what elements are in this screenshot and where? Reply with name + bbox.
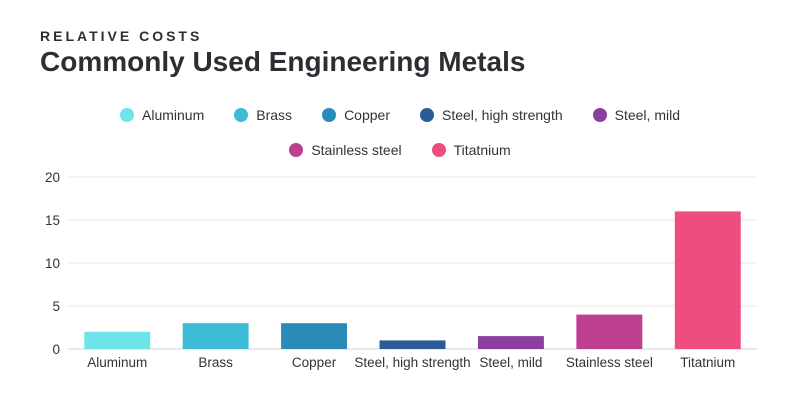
legend-item-copper[interactable]: Copper [322, 107, 390, 123]
bar-brass [182, 323, 249, 349]
bar-titatnium [674, 211, 741, 349]
legend-row-1: Aluminum Brass Copper Steel, high streng… [0, 107, 800, 123]
x-tick-label-steel-high-strength: Steel, high strength [354, 355, 470, 370]
legend-swatch-brass [234, 108, 249, 122]
y-tick-label-15: 15 [45, 213, 60, 228]
legend-swatch-copper [322, 108, 337, 122]
bar-copper [281, 323, 348, 349]
legend-label-brass: Brass [256, 107, 293, 123]
legend-swatch-steel-mild [592, 108, 607, 122]
legend-item-brass[interactable]: Brass [234, 107, 292, 123]
x-tick-label-titatnium: Titatnium [680, 355, 735, 370]
bar-steel-high-strength [379, 340, 446, 349]
y-tick-label-0: 0 [52, 342, 60, 357]
legend-label-copper: Copper [344, 107, 390, 123]
legend-label-titatnium: Titatnium [453, 142, 511, 158]
x-tick-label-steel-mild: Steel, mild [479, 355, 542, 370]
bar-steel-mild [477, 336, 544, 349]
bar-aluminum [84, 331, 151, 349]
x-tick-label-stainless-steel: Stainless steel [566, 355, 653, 370]
x-tick-label-copper: Copper [292, 355, 337, 370]
legend-item-aluminum[interactable]: Aluminum [120, 107, 204, 123]
chart-title: Commonly Used Engineering Metals [40, 46, 526, 77]
legend-swatch-aluminum [120, 108, 135, 122]
legend-label-aluminum: Aluminum [142, 107, 205, 123]
legend-swatch-titatnium [431, 143, 446, 157]
legend-label-steel-mild: Steel, mild [614, 107, 680, 123]
y-tick-label-20: 20 [45, 170, 60, 185]
legend-label-stainless-steel: Stainless steel [311, 142, 402, 158]
legend-item-titatnium[interactable]: Titatnium [431, 142, 511, 158]
legend-item-steel-high-strength[interactable]: Steel, high strength [419, 107, 563, 123]
y-tick-label-5: 5 [52, 299, 60, 314]
bar-stainless-steel [576, 314, 643, 349]
legend-label-steel-high-strength: Steel, high strength [441, 107, 563, 123]
x-tick-label-brass: Brass [198, 355, 233, 370]
legend-row-2: Stainless steel Titatnium [0, 142, 800, 158]
legend-swatch-steel-high-strength [419, 108, 434, 122]
legend-swatch-stainless-steel [289, 143, 304, 157]
x-tick-label-aluminum: Aluminum [87, 355, 147, 370]
y-tick-label-10: 10 [45, 256, 60, 271]
legend-item-stainless-steel[interactable]: Stainless steel [289, 142, 402, 158]
chart-subtitle: RELATIVE COSTS [40, 28, 203, 44]
legend-item-steel-mild[interactable]: Steel, mild [592, 107, 680, 123]
